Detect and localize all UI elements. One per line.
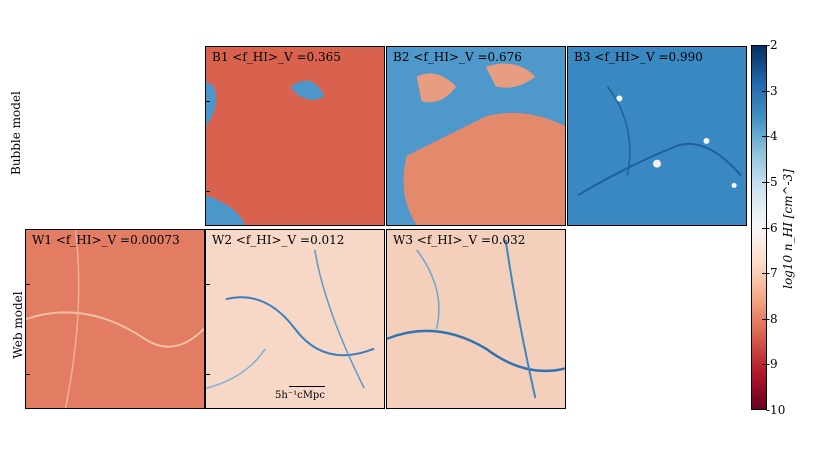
panel-W3-filament-1: [387, 329, 565, 373]
colorbar-tick: [762, 318, 766, 320]
row-label-bubble: Bubble model: [9, 91, 23, 175]
panel-W1-label: W1 <f_HI>_V =0.00073: [32, 233, 180, 247]
colorbar-tick-label: -3: [766, 83, 778, 98]
tick-b1-left-1: [206, 101, 210, 102]
colorbar-tick: [762, 273, 766, 275]
panel-B1-region-blue-1: [206, 81, 217, 127]
colorbar-tick-label: -10: [766, 403, 786, 417]
panel-W2-map: [206, 230, 384, 408]
panel-B2-region-red-1: [403, 112, 565, 225]
panel-W2: W2 <f_HI>_V =0.012: [205, 229, 385, 409]
panel-B1-label: B1 <f_HI>_V =0.365: [212, 50, 341, 64]
colorbar-tick: [762, 90, 766, 92]
panel-W1-bg: [26, 230, 204, 408]
panel-B3-filament-2: [606, 86, 631, 176]
panel-W1-filament-1: [26, 311, 204, 348]
tick-b1-left-2: [206, 191, 210, 192]
panel-B2: B2 <f_HI>_V =0.676: [386, 46, 566, 226]
row-label-web: Web model: [11, 291, 25, 359]
panel-W3: W3 <f_HI>_V =0.032: [386, 229, 566, 409]
panel-W1: W1 <f_HI>_V =0.00073: [25, 229, 205, 409]
panel-B3-filament-1: [577, 142, 742, 197]
panel-B1-map: [206, 47, 384, 225]
colorbar-label: log10 n_HI [cm^-3]: [781, 169, 795, 289]
panel-B3-label: B3 <f_HI>_V =0.990: [574, 50, 703, 64]
panel-W2-bg: [206, 230, 384, 408]
colorbar-tick-label: -8: [766, 311, 778, 326]
panel-B1-bg: [206, 47, 384, 225]
panel-B3-map: [568, 47, 746, 225]
tick-w1-left-1: [26, 284, 30, 285]
colorbar-tick-label: -7: [766, 266, 778, 281]
panel-W2-filament-2: [314, 249, 365, 389]
panel-B3-spot-3: [703, 137, 710, 144]
panel-B1-region-blue-2: [290, 80, 325, 100]
tick-w2-left-1: [206, 284, 210, 285]
panel-B2-map: [387, 47, 565, 225]
colorbar-tick-label: -2: [766, 38, 778, 52]
panel-W1-filament-2: [64, 230, 80, 408]
colorbar-tick: [762, 227, 766, 229]
panel-W3-bg: [387, 230, 565, 408]
colorbar-tick-label: -9: [766, 357, 778, 372]
colorbar-tick: [762, 181, 766, 183]
panel-B3-spot-2: [653, 159, 661, 168]
tick-w1-left-2: [26, 374, 30, 375]
panel-W2-filament-1: [225, 296, 375, 357]
panel-B2-region-red-3: [485, 63, 536, 88]
panel-B2-region-red-2: [416, 73, 457, 103]
panel-B3-spot-1: [616, 95, 623, 102]
panel-B3-spot-4: [731, 182, 737, 188]
tick-w2-left-2: [206, 374, 210, 375]
colorbar-tick-label: -6: [766, 220, 778, 235]
panel-B1: B1 <f_HI>_V =0.365: [205, 46, 385, 226]
panel-W3-label: W3 <f_HI>_V =0.032: [393, 233, 526, 247]
panel-W3-filament-3: [416, 249, 440, 330]
panel-W3-filament-2: [504, 239, 537, 399]
panel-B3: B3 <f_HI>_V =0.990: [567, 46, 747, 226]
panel-W3-map: [387, 230, 565, 408]
colorbar-tick-label: -4: [766, 129, 778, 144]
colorbar-tick-label: -5: [766, 174, 778, 189]
scale-bar: [289, 386, 325, 387]
panel-W1-map: [26, 230, 204, 408]
colorbar-tick: [762, 364, 766, 366]
panel-W2-label: W2 <f_HI>_V =0.012: [212, 233, 345, 247]
scale-bar-label: 5h⁻¹cMpc: [275, 390, 325, 401]
panel-B2-label: B2 <f_HI>_V =0.676: [393, 50, 522, 64]
panel-B1-region-blue-3: [206, 195, 246, 225]
panel-B3-bg: [568, 47, 746, 225]
panel-W2-filament-3: [206, 348, 266, 389]
colorbar-tick: [762, 136, 766, 138]
